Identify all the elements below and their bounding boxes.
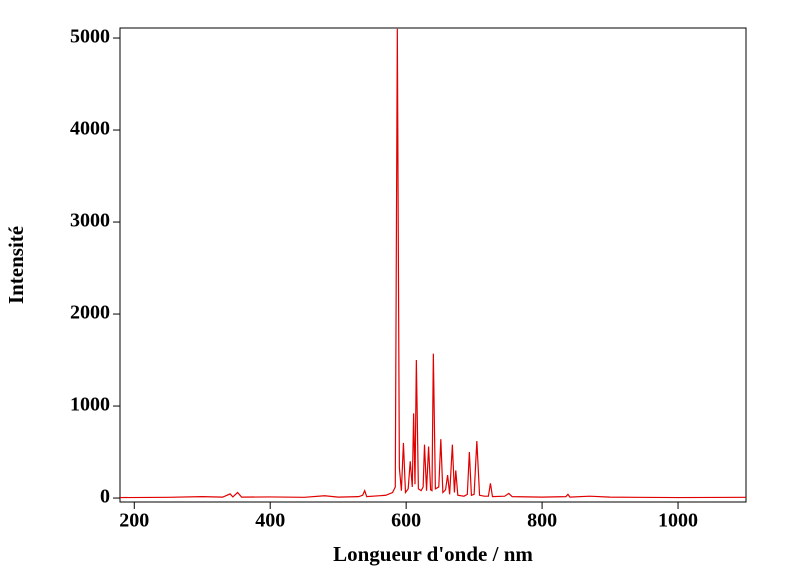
plot-frame — [119, 27, 747, 503]
y-tick-label: 4000 — [70, 118, 110, 140]
x-tick-label: 600 — [391, 510, 421, 532]
x-axis-label: Longueur d'onde / nm — [333, 542, 533, 566]
x-tick-label: 200 — [119, 510, 149, 532]
y-axis-label: Intensité — [4, 226, 28, 304]
y-tick-label: 0 — [100, 486, 110, 508]
spectrum-line — [119, 28, 747, 499]
y-tick-label: 5000 — [70, 26, 110, 48]
x-tick-label: 1000 — [658, 510, 698, 532]
y-tick-label: 1000 — [70, 394, 110, 416]
y-tick-label: 2000 — [70, 302, 110, 324]
x-tick-label: 400 — [255, 510, 285, 532]
x-tick-label: 800 — [527, 510, 557, 532]
y-tick-label: 3000 — [70, 210, 110, 232]
